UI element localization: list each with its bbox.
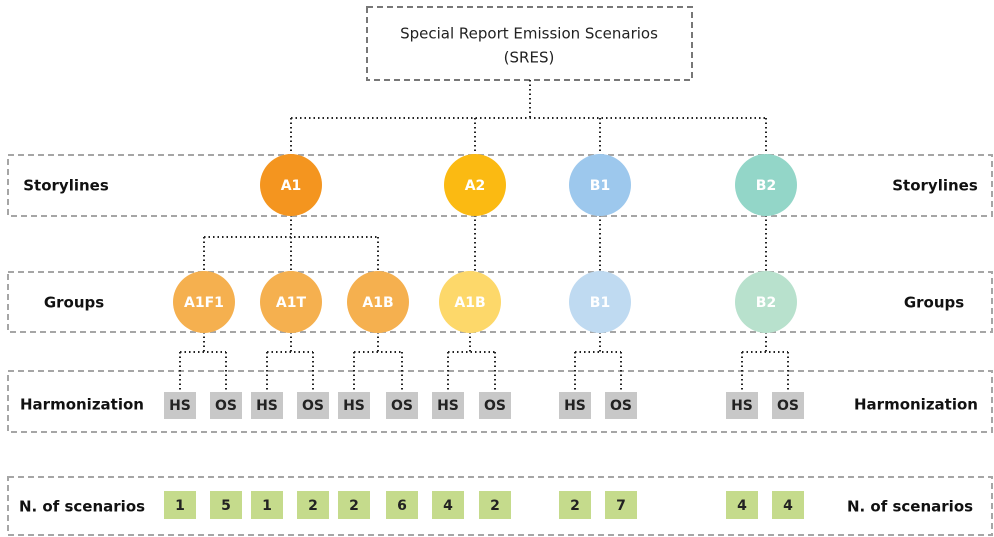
connector [574, 332, 622, 393]
scenario-count: 2 [308, 498, 318, 514]
connectors [203, 80, 767, 272]
row-label: Groups [44, 294, 104, 312]
group-label: A1T [276, 295, 307, 311]
harmonization-label: OS [777, 398, 799, 414]
scenario-box [772, 491, 804, 519]
harmonization-box [210, 392, 242, 419]
row-band [7, 476, 993, 536]
harmonization-label: OS [484, 398, 506, 414]
harmonization-label: HS [564, 398, 586, 414]
harmonization-label: OS [391, 398, 413, 414]
scenario-box [338, 491, 370, 519]
harmonization-label: OS [302, 398, 324, 414]
harmonization-box [164, 392, 196, 419]
harmonization-box [605, 392, 637, 419]
storyline-node [260, 154, 322, 216]
connector [179, 332, 227, 393]
row-label: Storylines [23, 177, 109, 195]
scenario-box [210, 491, 242, 519]
harmonization-label: HS [343, 398, 365, 414]
group-node [347, 271, 409, 333]
harmonization-label: OS [215, 398, 237, 414]
harmonization-box [297, 392, 329, 419]
row-label: Storylines [892, 177, 978, 195]
scenario-box [432, 491, 464, 519]
storyline-node [735, 154, 797, 216]
group-node [569, 271, 631, 333]
group-node [173, 271, 235, 333]
title-box [366, 6, 693, 81]
scenario-box [605, 491, 637, 519]
scenario-box [386, 491, 418, 519]
scenario-count: 5 [221, 498, 231, 514]
scenario-box [164, 491, 196, 519]
harmonization-box [559, 392, 591, 419]
title-line: Special Report Emission Scenarios [400, 25, 658, 43]
storyline-label: B2 [756, 178, 776, 194]
harmonization-label: HS [437, 398, 459, 414]
group-node [735, 271, 797, 333]
group-label: A1B [454, 295, 485, 311]
row-label: Harmonization [854, 396, 978, 414]
row-band [7, 370, 993, 433]
scenario-box [726, 491, 758, 519]
harmonization-box [726, 392, 758, 419]
group-node [260, 271, 322, 333]
scenario-count: 1 [175, 498, 185, 514]
scenario-count: 4 [443, 498, 453, 514]
scenario-count: 4 [783, 498, 793, 514]
storyline-label: A2 [465, 178, 486, 194]
scenario-count: 7 [616, 498, 626, 514]
scenario-box [251, 491, 283, 519]
storyline-node [569, 154, 631, 216]
connector [353, 332, 403, 393]
connector [741, 332, 789, 393]
row-band [7, 271, 993, 333]
harmonization-box [479, 392, 511, 419]
scenario-count: 1 [262, 498, 272, 514]
row-label: Harmonization [20, 396, 144, 414]
storyline-label: A1 [281, 178, 302, 194]
harmonization-box [432, 392, 464, 419]
row-band [7, 154, 993, 217]
harmonization-box [772, 392, 804, 419]
group-label: B1 [590, 295, 610, 311]
group-label: B2 [756, 295, 776, 311]
harmonization-label: HS [256, 398, 278, 414]
row-label: N. of scenarios [847, 498, 973, 516]
scenario-box [297, 491, 329, 519]
scenario-box [559, 491, 591, 519]
connector [266, 332, 314, 393]
harmonization-label: OS [610, 398, 632, 414]
row-label: Groups [904, 294, 964, 312]
scenario-count: 2 [490, 498, 500, 514]
scenario-count: 2 [349, 498, 359, 514]
group-label: A1F1 [184, 295, 224, 311]
storyline-node [444, 154, 506, 216]
scenario-box [479, 491, 511, 519]
group-label: A1B [362, 295, 393, 311]
harmonization-label: HS [169, 398, 191, 414]
title-line: (SRES) [504, 49, 555, 67]
scenario-count: 2 [570, 498, 580, 514]
harmonization-label: HS [731, 398, 753, 414]
harmonization-box [338, 392, 370, 419]
harmonization-box [251, 392, 283, 419]
storyline-label: B1 [590, 178, 610, 194]
group-node [439, 271, 501, 333]
connector [447, 332, 496, 393]
harmonization-box [386, 392, 418, 419]
row-label: N. of scenarios [19, 498, 145, 516]
scenario-count: 4 [737, 498, 747, 514]
scenario-count: 6 [397, 498, 407, 514]
